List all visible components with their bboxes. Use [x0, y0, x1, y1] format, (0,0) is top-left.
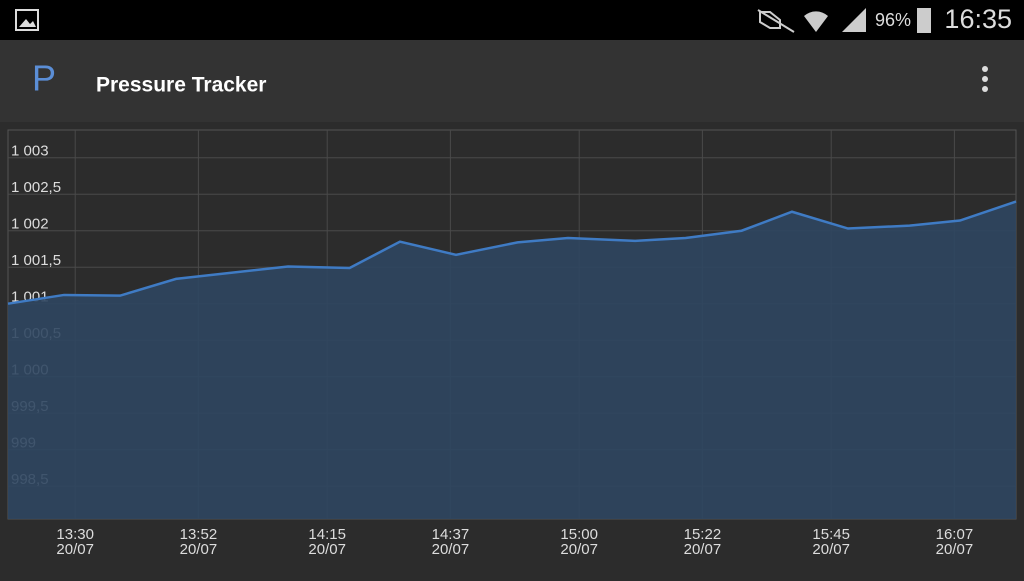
- signal-icon: [842, 8, 866, 32]
- gallery-icon: [15, 9, 39, 31]
- gallery-icon-shape: [19, 19, 36, 27]
- y-tick-label: 1 002,5: [11, 179, 61, 196]
- wifi-icon: [804, 11, 828, 32]
- y-tick-label: 1 003: [11, 143, 49, 160]
- overflow-menu[interactable]: [982, 66, 988, 92]
- x-tick-label: 16:07: [936, 526, 974, 543]
- x-tick-date: 20/07: [180, 541, 218, 558]
- x-tick-label: 15:00: [560, 526, 598, 543]
- x-tick-date: 20/07: [936, 541, 974, 558]
- x-tick-label: 14:37: [432, 526, 470, 543]
- battery-text: 96%: [875, 10, 911, 30]
- x-tick-date: 20/07: [308, 541, 346, 558]
- status-bar: [0, 0, 1024, 40]
- x-tick-date: 20/07: [684, 541, 722, 558]
- y-tick-label: 1 002: [11, 216, 49, 233]
- app-title: Pressure Tracker: [96, 74, 266, 97]
- clock: 16:35: [944, 4, 1012, 34]
- x-tick-date: 20/07: [56, 541, 94, 558]
- app-icon: P: [32, 58, 56, 99]
- line: [7, 200, 1017, 305]
- x-tick-label: 14:15: [308, 526, 346, 543]
- y-tick-label: 1 001,5: [11, 252, 61, 269]
- x-tick-label: 13:52: [180, 526, 218, 543]
- x-tick-label: 15:22: [684, 526, 722, 543]
- mute-icon: [757, 9, 795, 33]
- x-tick-date: 20/07: [812, 541, 850, 558]
- x-tick-label: 15:45: [812, 526, 850, 543]
- battery-icon: [917, 8, 931, 33]
- x-tick-date: 20/07: [432, 541, 470, 558]
- area: [8, 201, 1016, 520]
- app-bar: [0, 40, 1024, 122]
- x-tick-date: 20/07: [560, 541, 598, 558]
- x-tick-label: 13:30: [56, 526, 94, 543]
